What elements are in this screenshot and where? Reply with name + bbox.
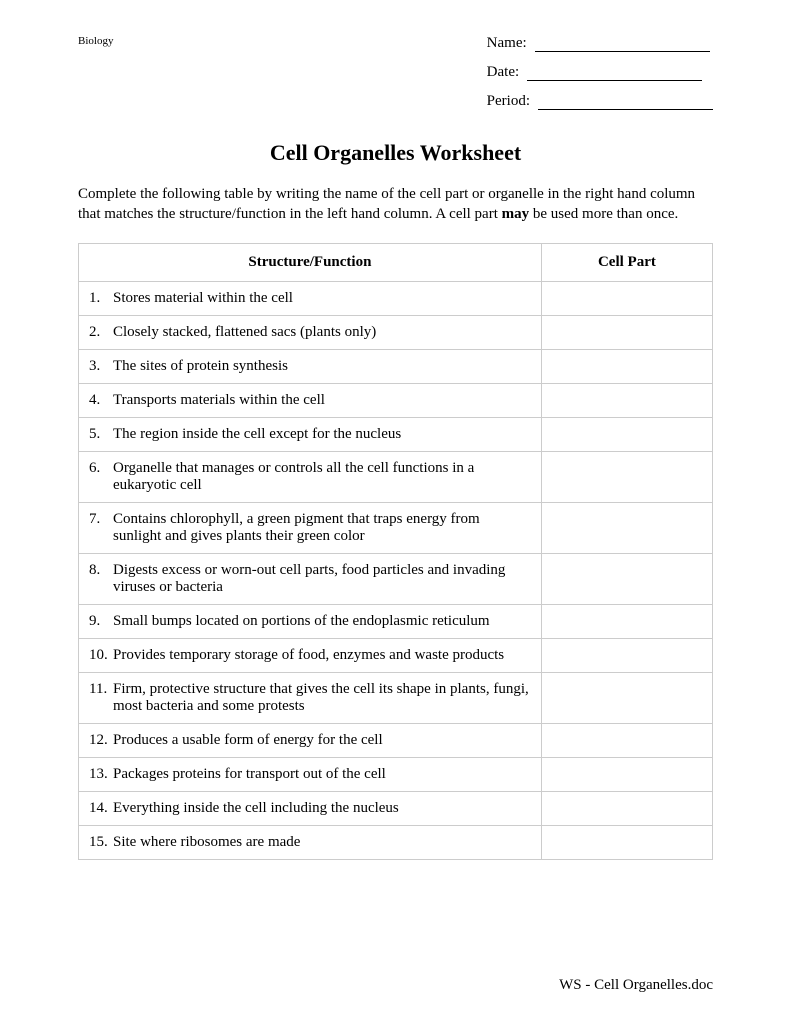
header-structure-function: Structure/Function xyxy=(79,243,542,281)
row-number: 5. xyxy=(89,426,113,443)
structure-function-cell: 5.The region inside the cell except for … xyxy=(79,417,542,451)
structure-function-cell: 10.Provides temporary storage of food, e… xyxy=(79,638,542,672)
date-line[interactable] xyxy=(527,67,702,81)
name-field: Name: xyxy=(487,35,713,52)
table-row: 9.Small bumps located on portions of the… xyxy=(79,604,713,638)
structure-function-cell: 6.Organelle that manages or controls all… xyxy=(79,451,542,502)
row-number: 8. xyxy=(89,562,113,596)
row-text: Small bumps located on portions of the e… xyxy=(113,613,531,630)
structure-function-cell: 14.Everything inside the cell including … xyxy=(79,791,542,825)
row-text: Packages proteins for transport out of t… xyxy=(113,766,531,783)
row-text: Transports materials within the cell xyxy=(113,392,531,409)
structure-function-cell: 15.Site where ribosomes are made xyxy=(79,825,542,859)
cell-part-answer[interactable] xyxy=(541,723,712,757)
table-row: 10.Provides temporary storage of food, e… xyxy=(79,638,713,672)
instructions-bold: may xyxy=(502,206,530,222)
cell-part-answer[interactable] xyxy=(541,451,712,502)
row-number: 15. xyxy=(89,834,113,851)
row-text: The sites of protein synthesis xyxy=(113,358,531,375)
row-number: 12. xyxy=(89,732,113,749)
table-row: 1.Stores material within the cell xyxy=(79,281,713,315)
table-row: 5.The region inside the cell except for … xyxy=(79,417,713,451)
row-text: Stores material within the cell xyxy=(113,290,531,307)
table-row: 12.Produces a usable form of energy for … xyxy=(79,723,713,757)
footer-filename: WS - Cell Organelles.doc xyxy=(559,977,713,994)
student-info-fields: Name: Date: Period: xyxy=(487,35,713,110)
structure-function-cell: 4.Transports materials within the cell xyxy=(79,383,542,417)
structure-function-cell: 13.Packages proteins for transport out o… xyxy=(79,757,542,791)
row-number: 10. xyxy=(89,647,113,664)
table-row: 6.Organelle that manages or controls all… xyxy=(79,451,713,502)
organelles-table: Structure/Function Cell Part 1.Stores ma… xyxy=(78,243,713,860)
instructions-after: be used more than once. xyxy=(529,206,678,222)
row-number: 6. xyxy=(89,460,113,494)
cell-part-answer[interactable] xyxy=(541,417,712,451)
period-line[interactable] xyxy=(538,96,713,110)
cell-part-answer[interactable] xyxy=(541,502,712,553)
structure-function-cell: 8.Digests excess or worn-out cell parts,… xyxy=(79,553,542,604)
row-number: 7. xyxy=(89,511,113,545)
row-number: 4. xyxy=(89,392,113,409)
cell-part-answer[interactable] xyxy=(541,638,712,672)
cell-part-answer[interactable] xyxy=(541,825,712,859)
table-row: 13.Packages proteins for transport out o… xyxy=(79,757,713,791)
row-text: The region inside the cell except for th… xyxy=(113,426,531,443)
row-number: 3. xyxy=(89,358,113,375)
table-row: 2.Closely stacked, flattened sacs (plant… xyxy=(79,315,713,349)
cell-part-answer[interactable] xyxy=(541,757,712,791)
row-number: 13. xyxy=(89,766,113,783)
row-number: 2. xyxy=(89,324,113,341)
name-line[interactable] xyxy=(535,38,710,52)
row-number: 9. xyxy=(89,613,113,630)
cell-part-answer[interactable] xyxy=(541,553,712,604)
cell-part-answer[interactable] xyxy=(541,672,712,723)
header-cell-part: Cell Part xyxy=(541,243,712,281)
table-row: 7.Contains chlorophyll, a green pigment … xyxy=(79,502,713,553)
row-text: Site where ribosomes are made xyxy=(113,834,531,851)
row-number: 11. xyxy=(89,681,113,715)
worksheet-title: Cell Organelles Worksheet xyxy=(78,140,713,166)
row-text: Firm, protective structure that gives th… xyxy=(113,681,531,715)
cell-part-answer[interactable] xyxy=(541,604,712,638)
instructions-text: Complete the following table by writing … xyxy=(78,184,713,225)
cell-part-answer[interactable] xyxy=(541,349,712,383)
row-text: Everything inside the cell including the… xyxy=(113,800,531,817)
name-label: Name: xyxy=(487,35,527,52)
structure-function-cell: 2.Closely stacked, flattened sacs (plant… xyxy=(79,315,542,349)
date-label: Date: xyxy=(487,64,519,81)
row-number: 1. xyxy=(89,290,113,307)
period-label: Period: xyxy=(487,93,530,110)
row-text: Organelle that manages or controls all t… xyxy=(113,460,531,494)
cell-part-answer[interactable] xyxy=(541,281,712,315)
table-row: 11.Firm, protective structure that gives… xyxy=(79,672,713,723)
subject-label: Biology xyxy=(78,35,113,47)
date-field: Date: xyxy=(487,64,713,81)
cell-part-answer[interactable] xyxy=(541,791,712,825)
cell-part-answer[interactable] xyxy=(541,383,712,417)
period-field: Period: xyxy=(487,93,713,110)
table-header-row: Structure/Function Cell Part xyxy=(79,243,713,281)
table-row: 8.Digests excess or worn-out cell parts,… xyxy=(79,553,713,604)
row-text: Contains chlorophyll, a green pigment th… xyxy=(113,511,531,545)
row-text: Provides temporary storage of food, enzy… xyxy=(113,647,531,664)
structure-function-cell: 11.Firm, protective structure that gives… xyxy=(79,672,542,723)
structure-function-cell: 1.Stores material within the cell xyxy=(79,281,542,315)
table-row: 4.Transports materials within the cell xyxy=(79,383,713,417)
table-row: 3.The sites of protein synthesis xyxy=(79,349,713,383)
table-row: 15.Site where ribosomes are made xyxy=(79,825,713,859)
structure-function-cell: 12.Produces a usable form of energy for … xyxy=(79,723,542,757)
cell-part-answer[interactable] xyxy=(541,315,712,349)
row-text: Digests excess or worn-out cell parts, f… xyxy=(113,562,531,596)
structure-function-cell: 9.Small bumps located on portions of the… xyxy=(79,604,542,638)
row-text: Produces a usable form of energy for the… xyxy=(113,732,531,749)
structure-function-cell: 7.Contains chlorophyll, a green pigment … xyxy=(79,502,542,553)
worksheet-header: Biology Name: Date: Period: xyxy=(78,35,713,110)
row-number: 14. xyxy=(89,800,113,817)
row-text: Closely stacked, flattened sacs (plants … xyxy=(113,324,531,341)
table-row: 14.Everything inside the cell including … xyxy=(79,791,713,825)
structure-function-cell: 3.The sites of protein synthesis xyxy=(79,349,542,383)
